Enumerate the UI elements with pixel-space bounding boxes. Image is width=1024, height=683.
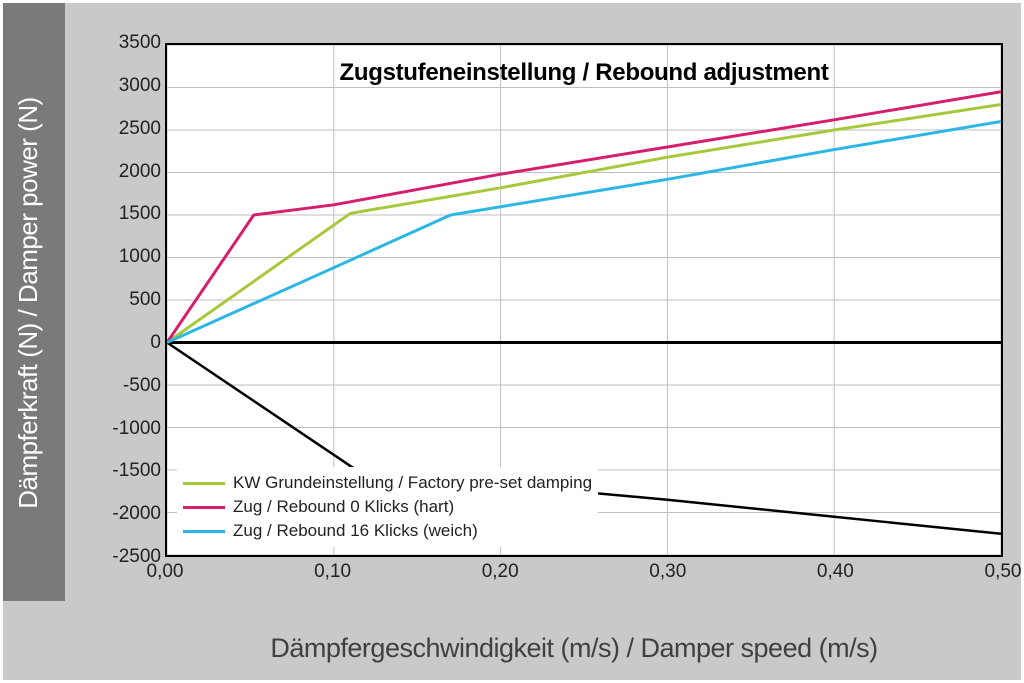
plot-container: Zugstufeneinstellung / Rebound adjustmen… [65, 3, 1021, 601]
legend-swatch [183, 506, 225, 509]
y-tick-label: 3000 [71, 75, 161, 97]
legend: KW Grundeinstellung / Factory pre-set da… [177, 467, 598, 547]
y-tick-label: 1000 [71, 246, 161, 268]
y-tick-label: 2500 [71, 118, 161, 140]
x-tick-label: 0,40 [817, 561, 854, 583]
y-tick-label: 0 [71, 332, 161, 354]
x-tick-label: 0,10 [314, 561, 351, 583]
y-tick-label: 1500 [71, 203, 161, 225]
x-tick-label: 0,00 [147, 561, 184, 583]
y-tick-label: -2000 [71, 503, 161, 525]
y-axis-label: Dämpferkraft (N) / Damper power (N) [13, 63, 53, 543]
legend-swatch [183, 482, 225, 485]
legend-item: Zug / Rebound 0 Klicks (hart) [183, 495, 592, 519]
y-axis-band: Dämpferkraft (N) / Damper power (N) [3, 3, 65, 604]
x-tick-label: 0,50 [985, 561, 1022, 583]
x-tick-label: 0,20 [482, 561, 519, 583]
x-tick-label: 0,30 [649, 561, 686, 583]
legend-label: Zug / Rebound 16 Klicks (weich) [233, 521, 478, 541]
legend-label: Zug / Rebound 0 Klicks (hart) [233, 497, 454, 517]
y-tick-label: 3500 [71, 32, 161, 54]
y-tick-label: -1500 [71, 460, 161, 482]
legend-label: KW Grundeinstellung / Factory pre-set da… [233, 473, 592, 493]
y-tick-label: -500 [71, 375, 161, 397]
y-tick-label: -1000 [71, 418, 161, 440]
legend-item: KW Grundeinstellung / Factory pre-set da… [183, 471, 592, 495]
x-axis-band: Dämpfergeschwindigkeit (m/s) / Damper sp… [65, 601, 1021, 680]
legend-swatch [183, 530, 225, 533]
chart-frame: Dämpferkraft (N) / Damper power (N) Zugs… [0, 0, 1024, 683]
y-tick-label: 500 [71, 289, 161, 311]
x-axis-label: Dämpfergeschwindigkeit (m/s) / Damper sp… [127, 633, 1021, 664]
legend-item: Zug / Rebound 16 Klicks (weich) [183, 519, 592, 543]
chart-title: Zugstufeneinstellung / Rebound adjustmen… [167, 59, 1001, 87]
y-tick-label: 2000 [71, 161, 161, 183]
plot-area: Zugstufeneinstellung / Rebound adjustmen… [165, 43, 1003, 557]
frame-corner [3, 601, 65, 680]
